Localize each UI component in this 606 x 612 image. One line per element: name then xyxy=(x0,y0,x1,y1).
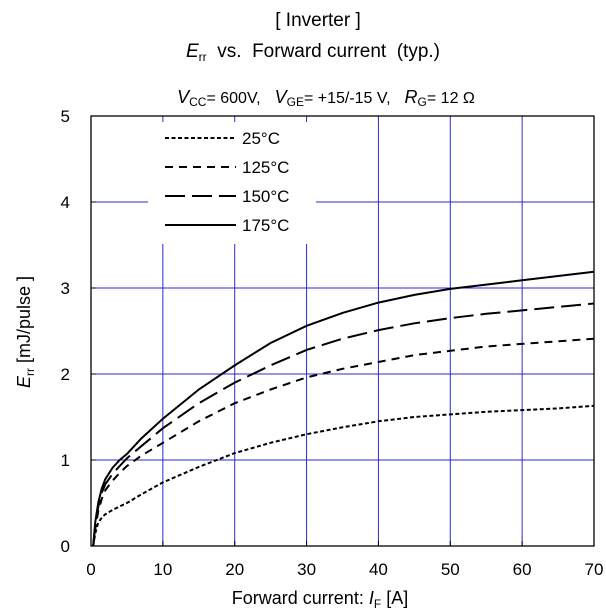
cond-rg-val: = 12 Ω xyxy=(427,90,475,107)
series-line-3 xyxy=(92,270,595,547)
legend-label-0: 25°C xyxy=(242,129,280,148)
series-line-1 xyxy=(92,337,595,547)
cond-vcc-val: = 600V, xyxy=(206,90,260,107)
axis-ticks: 0 10 20 30 40 50 60 70 0 1 2 3 4 5 xyxy=(61,107,604,579)
x-axis-label: Forward current: IF [A] xyxy=(232,588,408,611)
x-tick-label-10: 10 xyxy=(153,560,172,579)
cond-vcc-sub: CC xyxy=(189,95,207,109)
x-tick-label-20: 20 xyxy=(225,560,244,579)
x-tick-label-70: 70 xyxy=(585,560,604,579)
y-axis-label: Err [mJ/pulse ] xyxy=(14,276,37,388)
plot-frame xyxy=(90,115,595,547)
y-tick-label-2: 2 xyxy=(61,365,70,384)
y-axis-label-sub: rr xyxy=(23,368,37,376)
x-axis-label-text: Forward current: xyxy=(232,588,369,608)
y-tick-label-1: 1 xyxy=(61,451,70,470)
subtitle-symbol-sub: rr xyxy=(199,50,207,64)
legend-label-3: 175°C xyxy=(242,216,289,235)
series-lines xyxy=(92,270,595,547)
y-axis-label-symbol: E xyxy=(14,375,34,388)
x-tick-label-30: 30 xyxy=(297,560,316,579)
x-axis-label-sub: F xyxy=(374,597,381,611)
y-tick-label-4: 4 xyxy=(61,193,70,212)
subtitle-symbol: E xyxy=(186,41,199,62)
legend: 25°C 125°C 150°C 175°C xyxy=(148,122,316,244)
chart-subtitle: Err vs. Forward current (typ.) xyxy=(186,41,440,64)
y-tick-label-0: 0 xyxy=(61,537,70,556)
series-line-2 xyxy=(92,302,595,547)
legend-background xyxy=(148,122,316,244)
x-tick-label-40: 40 xyxy=(369,560,388,579)
cond-vge-sym: V xyxy=(275,87,289,107)
cond-rg-sym: R xyxy=(405,87,418,107)
x-axis-label-unit: [A] xyxy=(381,588,408,608)
y-axis-label-unit: [mJ/pulse ] xyxy=(14,276,34,368)
x-tick-label-60: 60 xyxy=(513,560,532,579)
cond-vcc-sym: V xyxy=(177,87,191,107)
series-line-0 xyxy=(92,404,595,547)
cond-rg-sub: G xyxy=(418,95,427,109)
y-tick-label-3: 3 xyxy=(61,279,70,298)
chart-conditions: VCC= 600V, VGE= +15/-15 V, RG= 12 Ω xyxy=(177,87,475,109)
x-tick-label-50: 50 xyxy=(441,560,460,579)
y-tick-label-5: 5 xyxy=(61,107,70,126)
cond-vge-sub: GE xyxy=(287,95,304,109)
subtitle-rest: vs. Forward current (typ.) xyxy=(207,41,440,62)
legend-label-2: 150°C xyxy=(242,187,289,206)
chart-title: [ Inverter ] xyxy=(275,10,361,31)
legend-label-1: 125°C xyxy=(242,158,289,177)
x-axis-label-symbol: I xyxy=(369,588,374,608)
cond-vge-val: = +15/-15 V, xyxy=(304,90,391,107)
x-tick-label-0: 0 xyxy=(86,560,95,579)
